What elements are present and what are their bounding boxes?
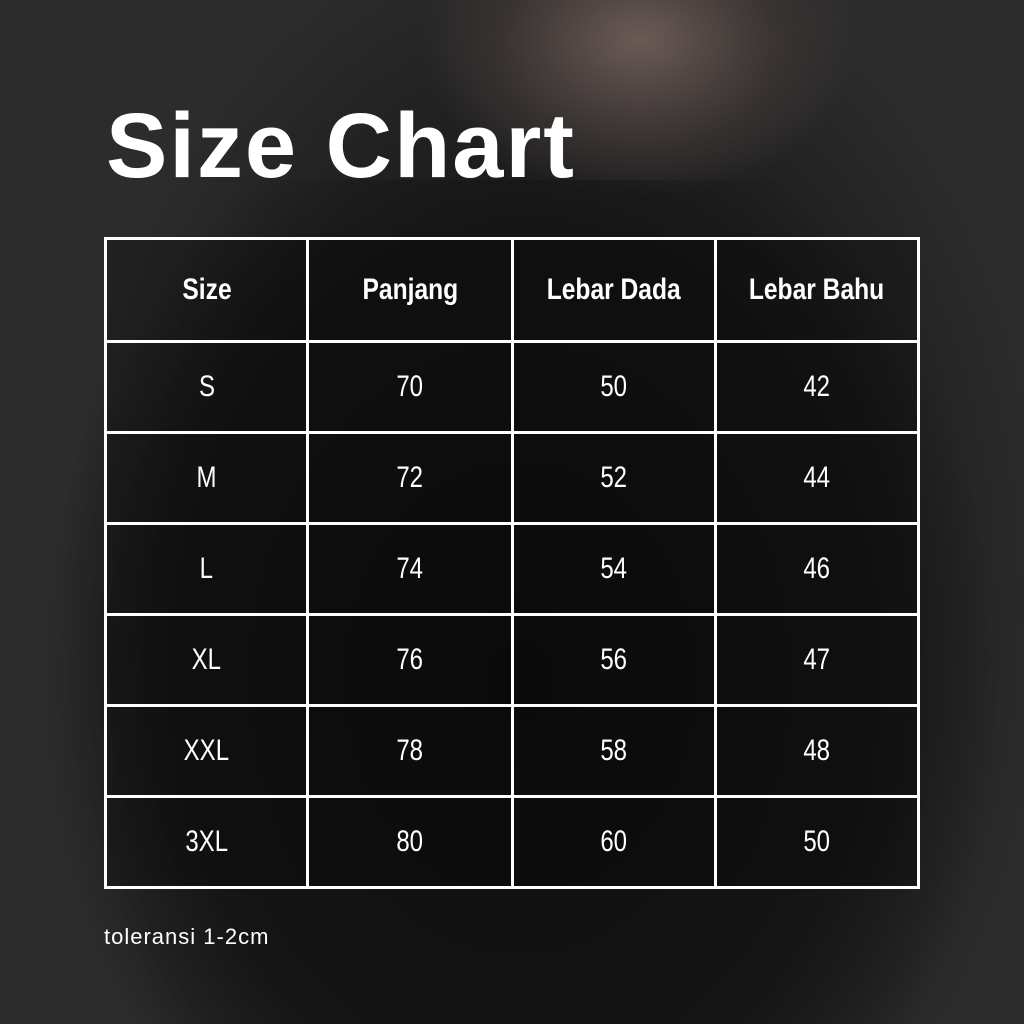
cell-lebar-bahu: 42 [713,340,921,434]
tolerance-note: toleransi 1-2cm [104,924,270,949]
cell-size: S [103,340,310,434]
table-row: XL 76 56 47 [103,613,921,707]
cell-size: XL [103,613,310,707]
cell-size: 3XL [103,795,310,889]
cell-panjang: 80 [306,795,514,889]
cell-lebar-dada: 50 [510,340,717,434]
cell-lebar-bahu: 44 [713,431,921,525]
header-size: Size [103,237,310,343]
cell-panjang: 70 [306,340,514,434]
table-row: S 70 50 42 [103,340,921,434]
table-row: L 74 54 46 [103,522,921,616]
header-panjang: Panjang [306,237,514,343]
header-lebar-dada: Lebar Dada [510,237,717,343]
table-row: M 72 52 44 [103,431,921,525]
cell-lebar-bahu: 50 [713,795,921,889]
cell-lebar-bahu: 47 [713,613,921,707]
cell-lebar-bahu: 48 [713,704,921,798]
cell-lebar-dada: 56 [510,613,717,707]
cell-lebar-dada: 54 [510,522,717,616]
table-row: 3XL 80 60 50 [103,795,921,889]
cell-panjang: 74 [306,522,514,616]
cell-panjang: 78 [306,704,514,798]
cell-size: L [103,522,310,616]
page-title: Size Chart [106,95,576,197]
cell-lebar-bahu: 46 [713,522,921,616]
table-row: XXL 78 58 48 [103,704,921,798]
size-table: Size Panjang Lebar Dada Lebar Bahu S 70 50… [103,237,921,889]
cell-lebar-dada: 60 [510,795,717,889]
cell-panjang: 76 [306,613,514,707]
table-header-row: Size Panjang Lebar Dada Lebar Bahu [103,237,921,343]
cell-size: M [103,431,310,525]
header-lebar-bahu: Lebar Bahu [713,237,921,343]
cell-panjang: 72 [306,431,514,525]
cell-lebar-dada: 52 [510,431,717,525]
cell-lebar-dada: 58 [510,704,717,798]
cell-size: XXL [103,704,310,798]
